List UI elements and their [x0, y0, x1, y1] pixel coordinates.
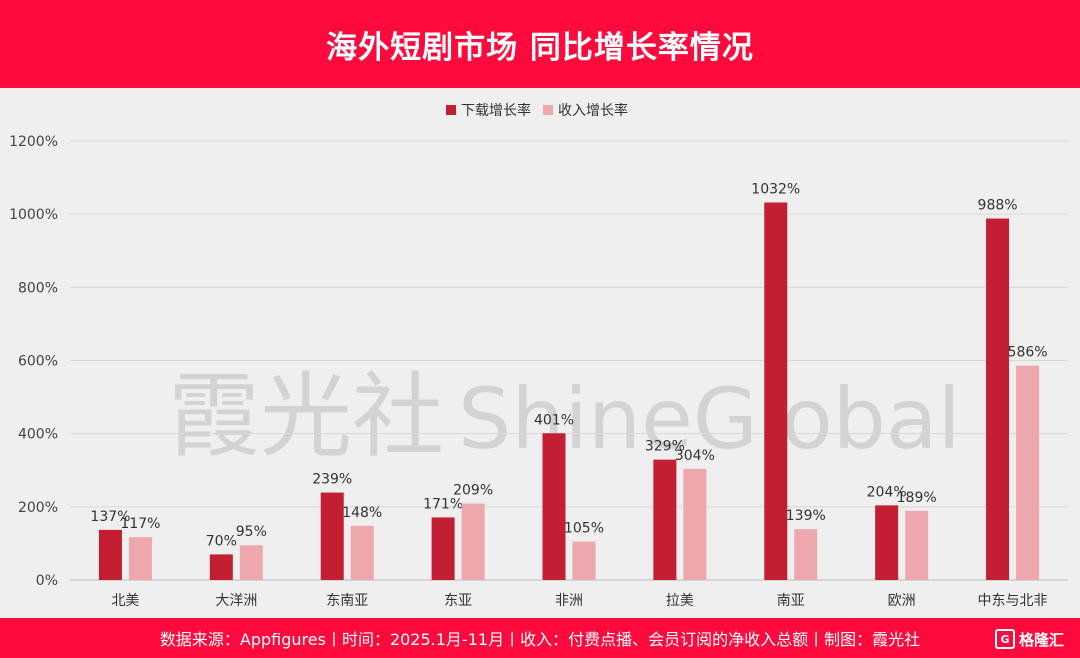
data-label: 117%	[120, 516, 160, 532]
x-tick-label: 东南亚	[326, 593, 368, 609]
y-tick-label: 1000%	[9, 207, 58, 223]
data-label: 329%	[645, 439, 685, 455]
x-tick-label: 非洲	[555, 593, 583, 609]
y-tick-label: 400%	[18, 427, 58, 443]
watermark-cn: 霞光社	[168, 363, 444, 470]
data-label: 137%	[90, 509, 130, 525]
data-label: 105%	[564, 521, 604, 537]
bar-download	[209, 554, 233, 580]
bar-revenue	[683, 468, 707, 580]
bar-chart: 霞光社 ShineGlobal 0% 200% 400% 600% 800% 1000% 120…	[9, 102, 1068, 609]
y-tick-label: 200%	[18, 500, 58, 516]
data-label: 988%	[978, 198, 1018, 214]
bar-revenue	[461, 503, 485, 580]
logo-text: 格隆汇	[1018, 630, 1064, 649]
bar-revenue	[239, 545, 263, 580]
x-tick-label: 拉美	[666, 593, 694, 609]
legend-swatch	[446, 105, 456, 115]
source-note: 数据来源：Appfigures丨时间：2025.1月-11月丨收入：付费点播、会…	[159, 630, 921, 649]
data-label: 171%	[423, 496, 463, 512]
bar-download	[98, 529, 122, 580]
bar-download	[542, 433, 566, 580]
chart-area: 霞光社 ShineGlobal 0% 200% 400% 600% 800% 1000% 120…	[0, 88, 1080, 618]
data-label: 239%	[312, 472, 352, 488]
legend-label: 下载增长率	[461, 102, 531, 119]
x-tick-label: 南亚	[777, 593, 805, 609]
data-label: 209%	[453, 483, 493, 499]
data-label: 586%	[1008, 345, 1048, 361]
data-label: 204%	[867, 484, 907, 500]
data-label: 401%	[534, 412, 574, 428]
chart-title: 海外短剧市场 同比增长率情况	[326, 29, 754, 66]
x-tick-label: 大洋洲	[215, 593, 257, 609]
x-tick-label: 北美	[111, 593, 139, 609]
legend-swatch	[543, 105, 553, 115]
bar-revenue	[128, 537, 152, 580]
bar-download	[653, 459, 677, 580]
y-tick-label: 1200%	[9, 134, 58, 150]
x-tick-label: 中东与北非	[978, 593, 1048, 609]
data-label: 148%	[342, 505, 382, 521]
bar-revenue	[794, 529, 818, 580]
data-label: 189%	[897, 490, 937, 506]
bar-revenue	[905, 510, 929, 580]
bar-download	[764, 202, 788, 580]
y-tick-label: 0%	[36, 573, 58, 589]
bar-revenue	[572, 541, 596, 580]
data-label: 304%	[675, 448, 715, 464]
footer-bar: 数据来源：Appfigures丨时间：2025.1月-11月丨收入：付费点播、会…	[0, 618, 1080, 658]
bar-download	[320, 492, 344, 580]
x-tick-label: 欧洲	[888, 593, 916, 609]
x-tick-label: 东亚	[444, 593, 472, 609]
bar-download	[875, 505, 899, 580]
data-label: 139%	[786, 508, 826, 524]
bar-download	[431, 517, 455, 580]
y-tick-label: 800%	[18, 280, 58, 296]
y-tick-label: 600%	[18, 354, 58, 370]
bar-download	[986, 218, 1010, 580]
watermark-en: ShineGlobal	[458, 370, 961, 468]
bar-revenue	[350, 525, 374, 580]
legend-label: 收入增长率	[558, 102, 628, 119]
chart-title-banner: 海外短剧市场 同比增长率情况	[0, 0, 1080, 88]
data-label: 70%	[206, 533, 237, 549]
data-label: 1032%	[751, 181, 800, 197]
logo-mark-icon: G	[994, 629, 1015, 649]
bar-revenue	[1016, 365, 1040, 580]
data-label: 95%	[236, 524, 267, 540]
gelonghui-logo: G 格隆汇	[994, 628, 1064, 650]
